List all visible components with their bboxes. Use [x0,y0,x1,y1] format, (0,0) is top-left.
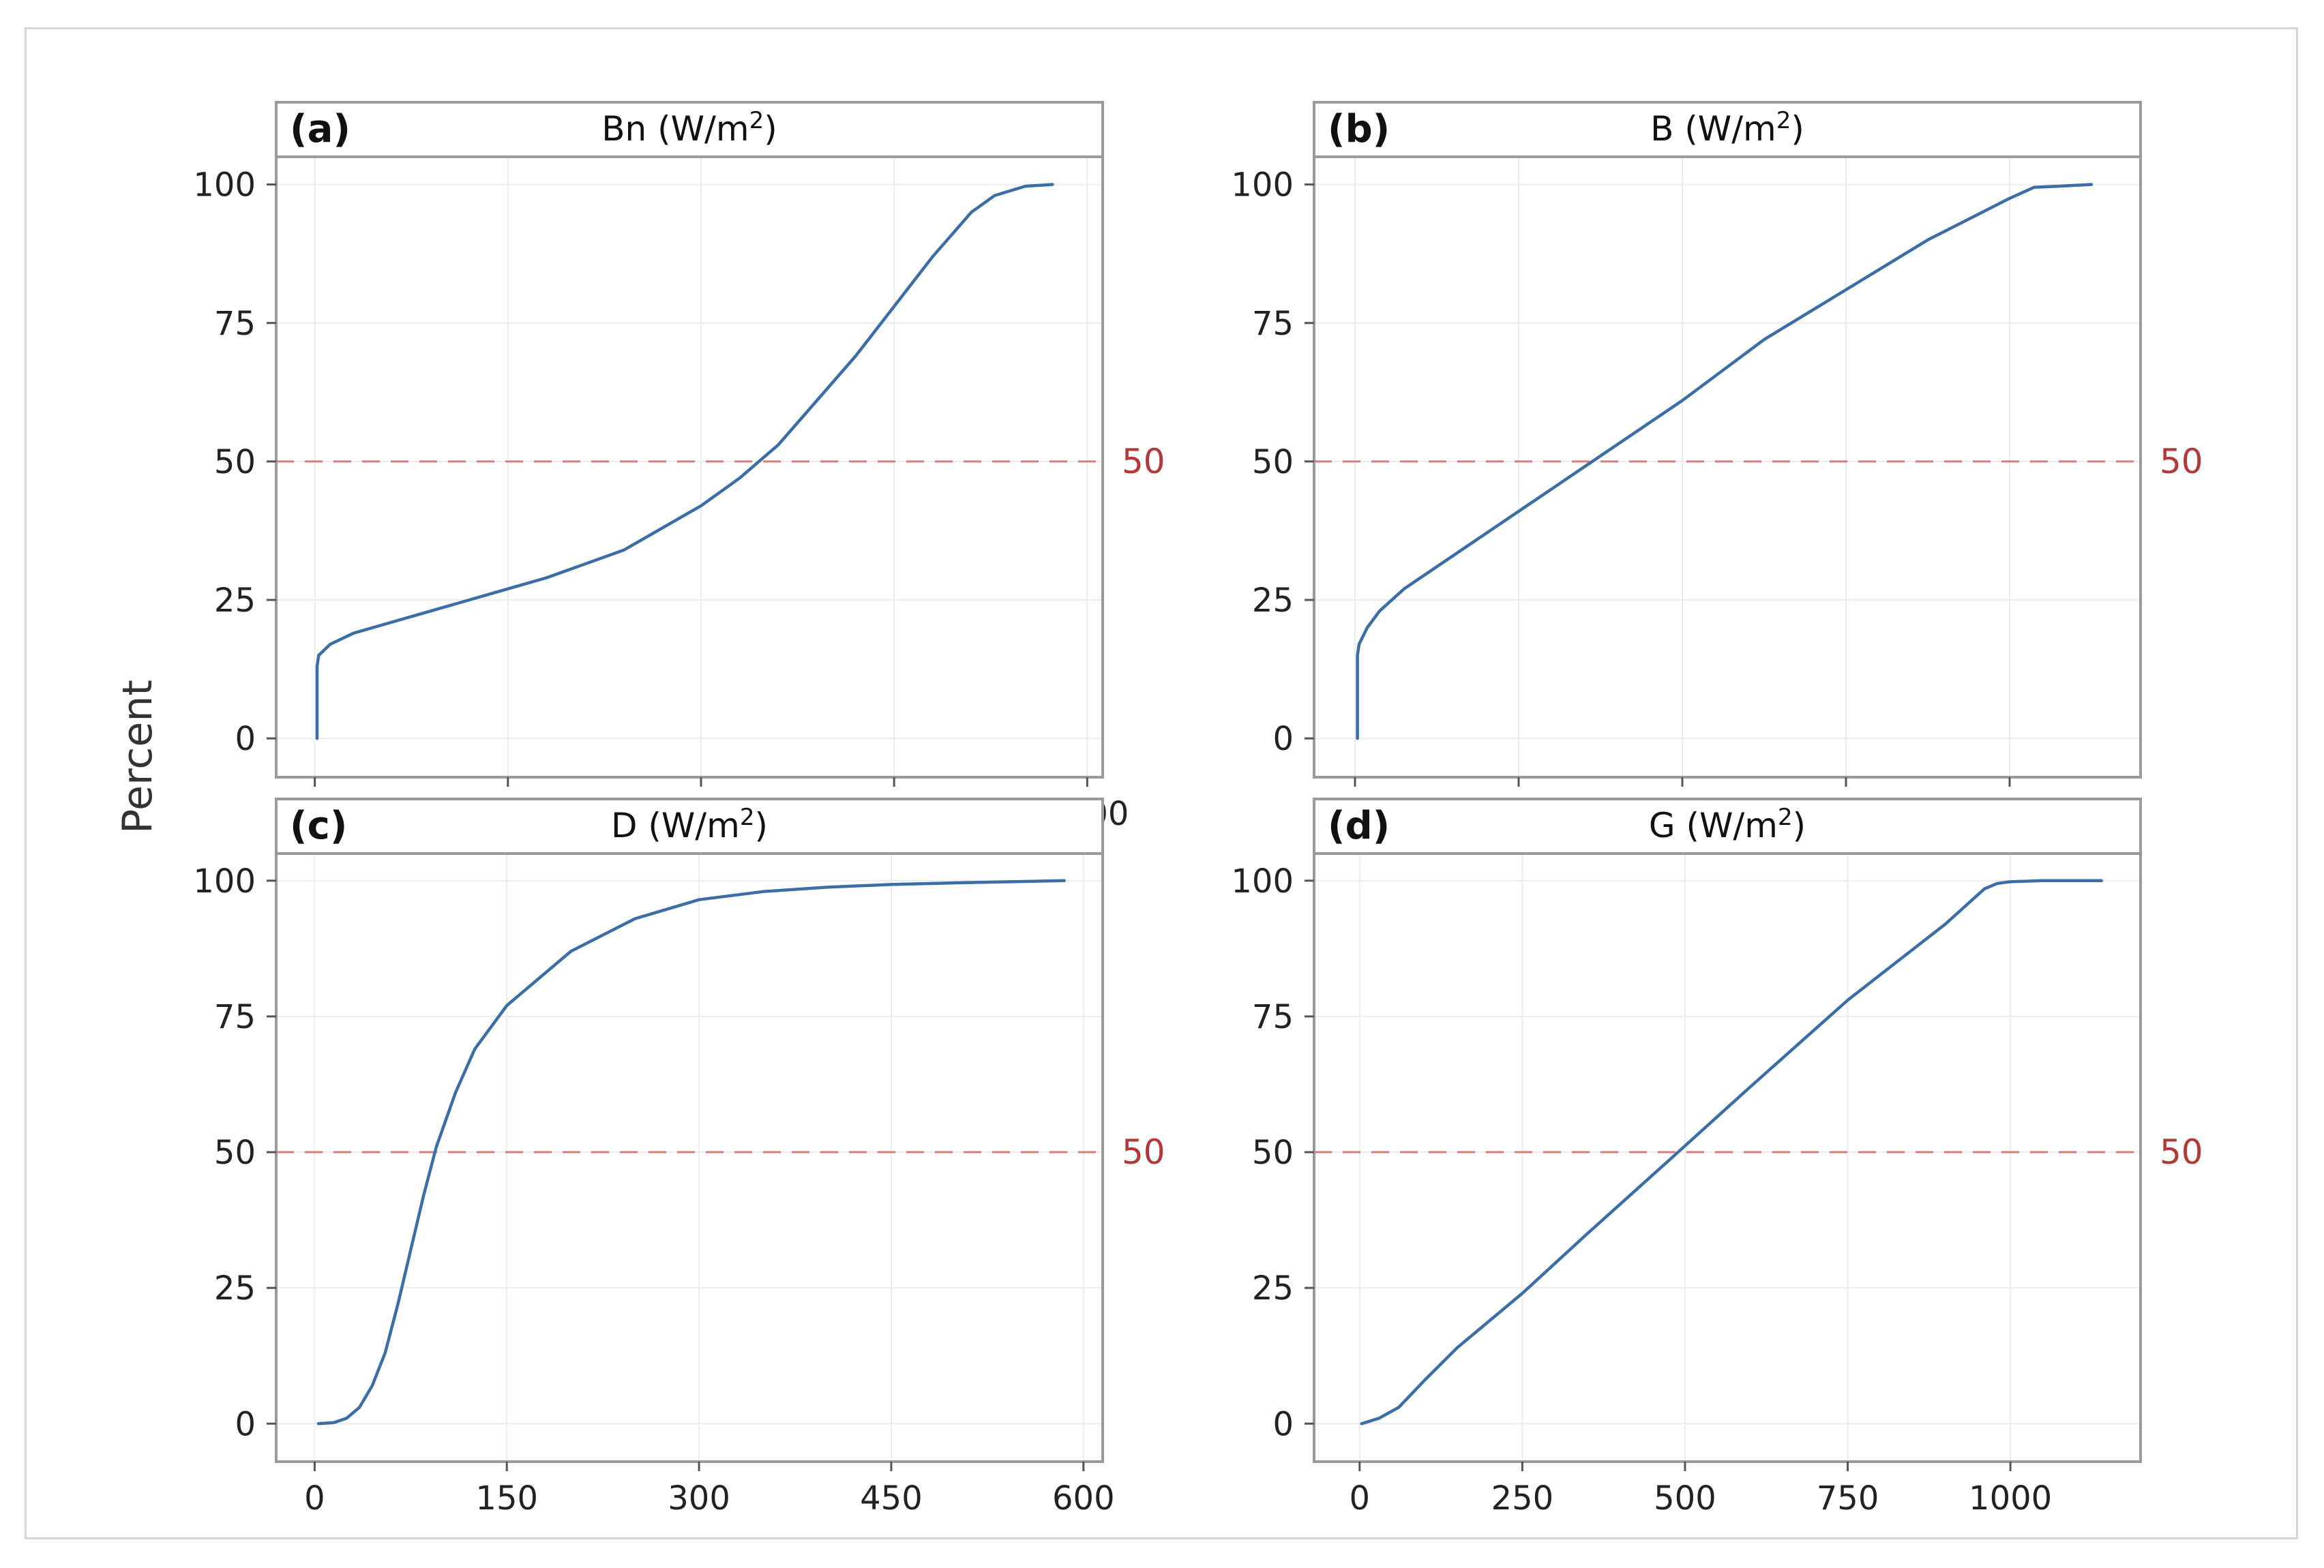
panel-c: (c) D (W/m2) 50 0 150 300 450 600 0 25 50 75 100 [193,798,1165,1518]
x-tick-label: 600 [1052,1479,1115,1518]
reference-label: 50 [1122,442,1165,481]
y-tick-label: 0 [1272,1405,1294,1443]
gridlines [276,854,1103,1462]
panel-title: D (W/m2) [611,804,768,845]
panel-letter: (b) [1328,107,1390,151]
y-tick-label: 25 [214,1269,256,1308]
y-tick-label: 25 [1252,1269,1294,1308]
plot-area [1314,157,2141,777]
x-tick-label: 500 [1654,1479,1716,1518]
cdf-line [315,183,1054,740]
y-tick-label: 100 [193,862,256,901]
panel-strip [1313,101,2142,158]
panel-strip [275,101,1104,158]
y-tick-label: 25 [1252,582,1294,620]
panel-title: Bn (W/m2) [601,107,777,149]
panel-letter: (d) [1328,804,1390,848]
y-tick-label: 100 [1231,862,1294,901]
plot-area [276,854,1103,1462]
x-tick-label: 150 [475,1479,538,1518]
x-tick-label: 0 [304,1479,325,1518]
panel-title: B (W/m2) [1650,107,1804,149]
x-tick-label: 250 [1491,1479,1554,1518]
reference-label: 50 [2160,1132,2203,1172]
cdf-line [1360,879,2103,1426]
reference-label: 50 [2160,442,2203,481]
cdf-line [316,879,1066,1426]
plot-border [1313,852,2142,1463]
y-tick-label: 50 [1252,443,1294,481]
y-axis-label: Percent [114,680,162,834]
y-tick-label: 50 [214,1134,256,1172]
x-tick-label: 300 [668,1479,730,1518]
plot-border [275,155,1104,779]
x-tick-label: 1000 [1969,1479,2052,1518]
x-tick-label: 0 [1350,1479,1371,1518]
plot-area [1314,854,2141,1462]
x-tick-label: 450 [860,1479,923,1518]
y-tick-label: 75 [1252,305,1294,343]
cdf-line [1356,183,2094,740]
y-tick-label: 75 [214,998,256,1036]
plot-area [276,157,1103,777]
panel-b: (b)B (W/m2)5002004006008000255075100 [1231,101,2203,833]
y-tick-label: 0 [235,720,256,758]
gridlines [1314,854,2141,1462]
x-tick-label: 750 [1817,1479,1879,1518]
y-tick-label: 50 [214,443,256,481]
panel-letter: (c) [290,804,347,848]
y-tick-label: 25 [214,582,256,620]
y-tick-label: 0 [235,1405,256,1443]
y-tick-label: 100 [1231,166,1294,205]
y-tick-label: 50 [1252,1134,1294,1172]
panel-strip [275,798,1104,855]
panel-strip [1313,798,2142,855]
panel-title: G (W/m2) [1649,804,1806,845]
reference-label: 50 [1122,1132,1165,1172]
panels: (a)Bn (W/m2)50025050075010000255075100(b… [193,101,2203,1518]
plot-border [275,852,1104,1463]
y-tick-label: 100 [193,166,256,205]
panel-letter: (a) [290,107,351,151]
y-tick-label: 0 [1272,720,1294,758]
y-tick-label: 75 [214,305,256,343]
y-tick-label: 75 [1252,998,1294,1036]
plot-border [1313,155,2142,779]
